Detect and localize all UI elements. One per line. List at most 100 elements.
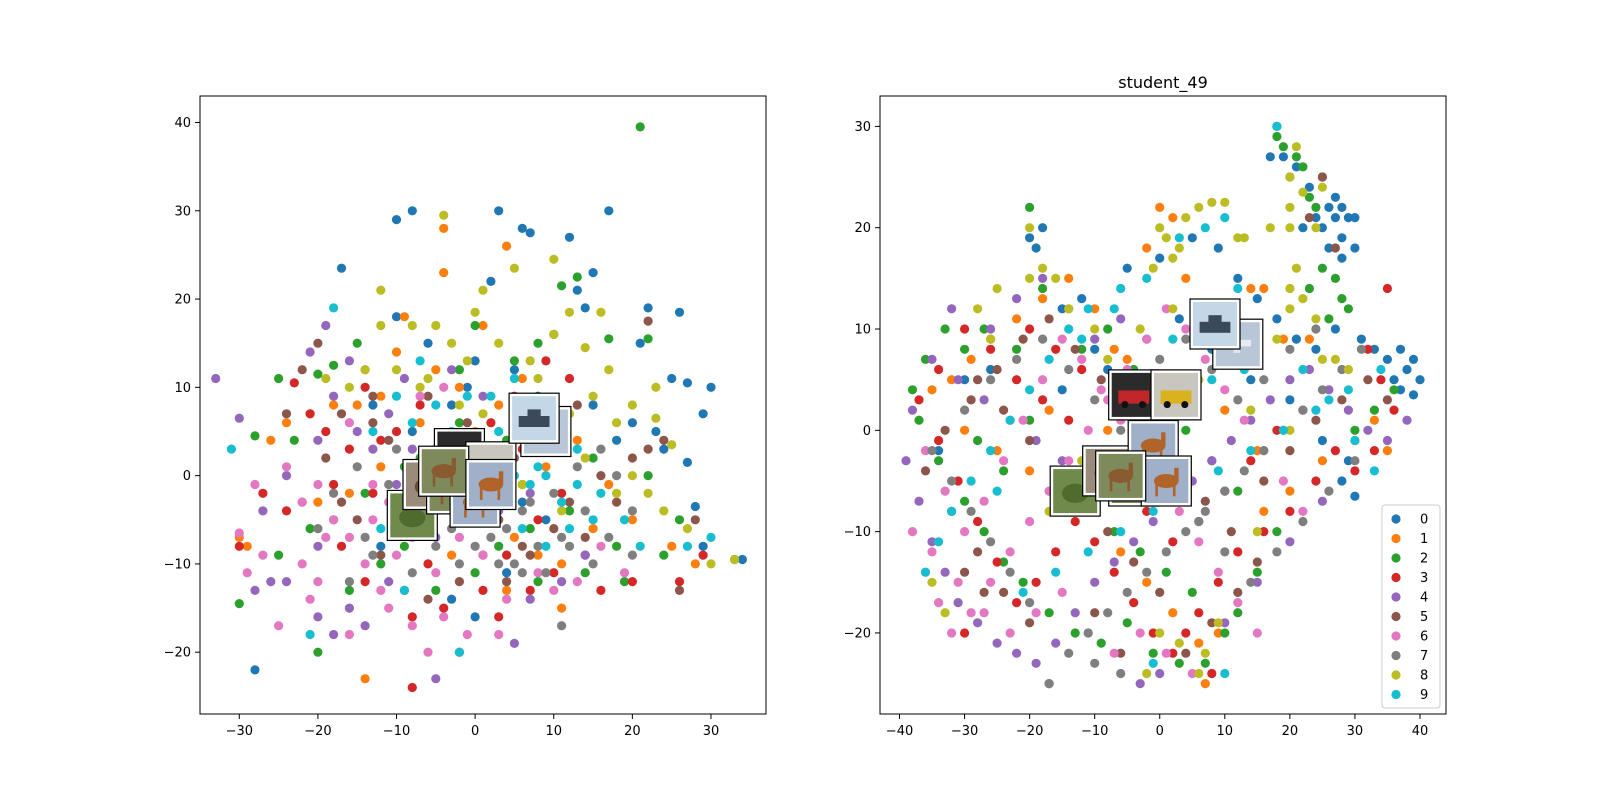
point-class-0-40 [1415, 375, 1425, 385]
point-class-9-18 [1083, 547, 1093, 557]
point-class-2-34 [454, 418, 464, 428]
legend-label-7: 7 [1420, 649, 1428, 664]
point-class-5-11 [549, 524, 559, 534]
point-class-7-1 [1064, 648, 1074, 658]
point-class-8-53 [1142, 668, 1152, 679]
point-class-0-35 [336, 263, 347, 273]
point-class-9-20 [399, 585, 409, 596]
point-class-1-17 [1025, 466, 1035, 476]
point-class-6-36 [415, 391, 425, 401]
point-class-1-39 [1044, 405, 1054, 415]
point-class-8-49 [1155, 628, 1165, 638]
point-class-4-1 [234, 413, 244, 423]
point-class-4-0 [211, 373, 221, 384]
point-class-2-9 [352, 338, 362, 348]
y-axis-ticks-right: −20 −10 0 10 20 30 [844, 120, 880, 641]
point-class-0-20 [1031, 243, 1041, 253]
point-class-5-41 [1116, 648, 1126, 658]
point-class-4-4 [940, 567, 950, 577]
point-class-0-1 [407, 206, 417, 216]
point-class-3-28 [281, 506, 292, 516]
point-class-5-24 [525, 550, 535, 560]
point-class-8-8 [596, 307, 606, 317]
point-class-1-21 [1142, 577, 1152, 587]
point-class-2-1 [1278, 142, 1288, 152]
point-class-2-29 [1096, 638, 1106, 648]
point-class-7-6 [1161, 547, 1171, 557]
point-class-1-20 [1116, 547, 1126, 557]
point-class-8-45 [517, 479, 527, 490]
point-class-7-10 [1239, 466, 1249, 476]
point-class-0-8 [588, 268, 598, 278]
point-class-7-34 [1246, 577, 1256, 587]
point-class-7-9 [604, 532, 614, 543]
point-class-2-7 [1317, 263, 1327, 273]
point-class-2-8 [1330, 273, 1340, 283]
point-class-6-21 [1298, 506, 1308, 516]
point-class-3-31 [1012, 375, 1022, 385]
point-class-9-21 [376, 524, 386, 534]
point-class-5-21 [454, 577, 464, 587]
point-class-6-2 [934, 598, 944, 608]
point-class-7-8 [580, 506, 590, 516]
point-class-6-36 [1194, 537, 1204, 547]
point-class-3-35 [533, 515, 543, 525]
point-class-6-42 [979, 608, 989, 618]
point-class-0-17 [1298, 223, 1308, 233]
point-class-5-26 [1129, 557, 1139, 567]
point-class-4-25 [1343, 405, 1353, 415]
point-class-1-44 [1168, 213, 1178, 223]
x-tick-label-left-4: 10 [545, 724, 562, 739]
point-class-7-9 [1220, 486, 1230, 496]
point-class-1-11 [266, 435, 276, 445]
point-class-2-33 [1200, 658, 1210, 668]
point-class-0-50 [1246, 375, 1256, 385]
point-class-3-43 [1025, 324, 1035, 334]
point-class-9-36 [564, 524, 575, 534]
point-class-8-0 [439, 210, 449, 220]
point-class-8-3 [509, 263, 519, 273]
point-class-7-22 [517, 506, 527, 516]
point-class-2-15 [305, 524, 315, 534]
point-class-7-22 [927, 446, 937, 456]
point-class-2-48 [1181, 425, 1191, 435]
point-class-4-13 [1109, 557, 1119, 567]
point-class-2-23 [470, 568, 480, 578]
point-class-3-6 [1330, 446, 1340, 456]
point-class-5-8 [920, 466, 931, 476]
point-class-6-25 [407, 621, 417, 631]
thumbnail-ship-7 [508, 392, 560, 444]
point-class-3-19 [478, 585, 488, 596]
point-class-1-0 [439, 223, 449, 233]
point-class-8-35 [454, 400, 464, 410]
point-class-2-54 [1350, 425, 1360, 435]
point-class-2-1 [557, 281, 567, 291]
point-class-9-2 [305, 629, 315, 640]
point-class-1-39 [502, 585, 512, 596]
point-class-7-24 [986, 375, 996, 385]
point-class-6-16 [1200, 354, 1210, 364]
point-class-2-18 [940, 324, 950, 334]
point-class-6-11 [431, 568, 441, 578]
point-class-8-2 [1285, 172, 1295, 182]
point-class-3-2 [1376, 375, 1386, 385]
point-class-9-2 [1200, 223, 1210, 233]
point-class-9-39 [509, 373, 519, 384]
point-class-0-17 [682, 378, 693, 388]
point-class-2-27 [1044, 608, 1054, 618]
point-class-6-43 [1005, 628, 1015, 638]
point-class-0-7 [1330, 213, 1340, 223]
point-class-4-13 [391, 479, 402, 490]
point-class-4-31 [478, 391, 488, 401]
point-class-7-43 [1233, 395, 1243, 405]
point-class-8-36 [1064, 304, 1074, 314]
point-class-6-6 [1005, 547, 1015, 557]
point-class-4-22 [1285, 375, 1295, 385]
point-class-2-32 [1174, 658, 1184, 668]
point-class-0-43 [517, 497, 527, 507]
point-class-4-11 [1070, 608, 1080, 618]
point-class-0-47 [986, 364, 996, 375]
point-class-3-15 [1148, 628, 1158, 638]
point-class-6-5 [986, 577, 996, 587]
